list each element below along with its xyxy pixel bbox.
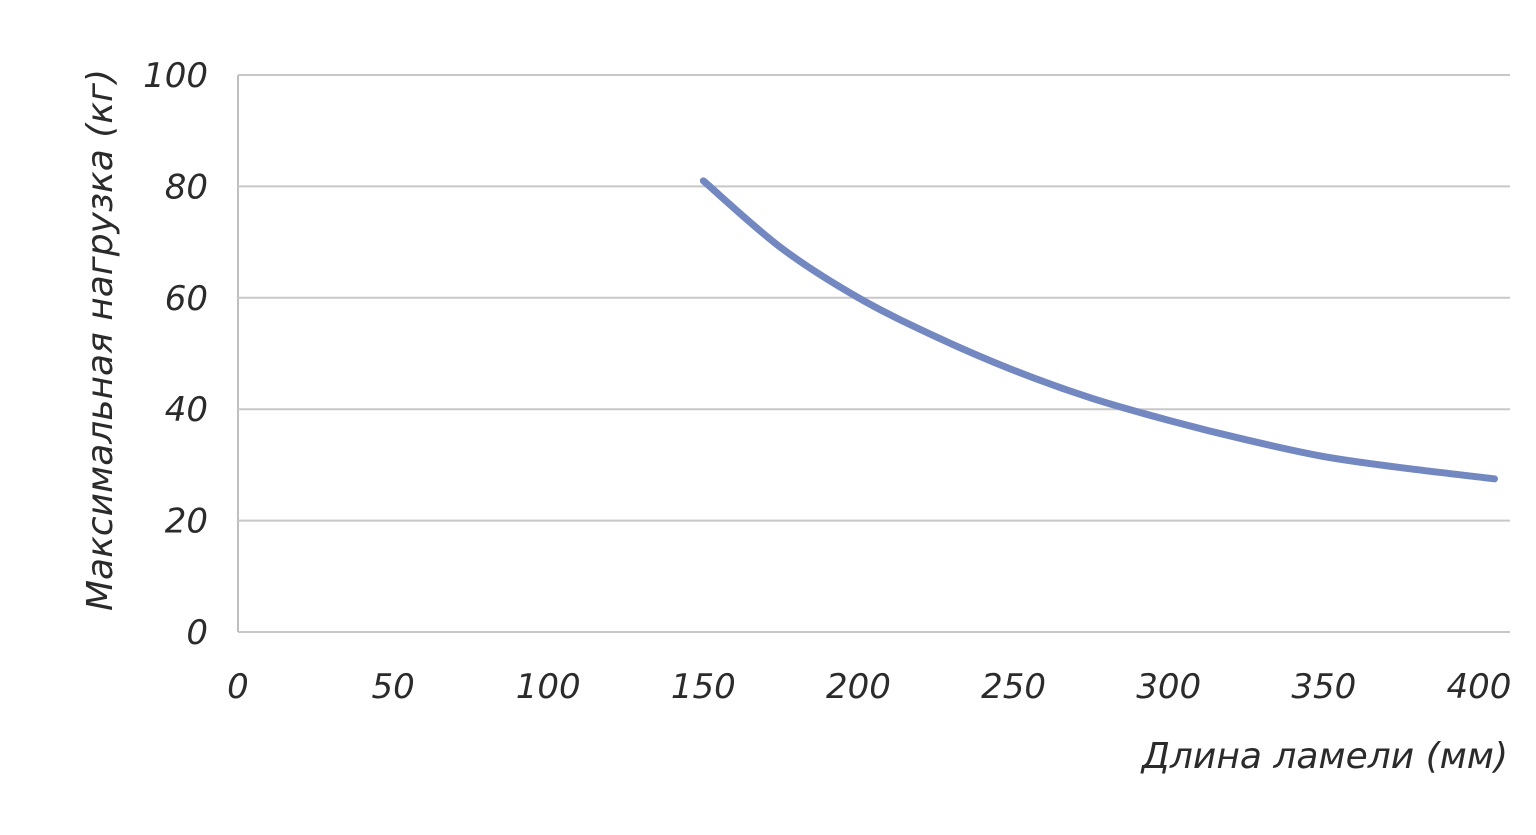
y-axis-title: Максимальная нагрузка (кг) [80, 69, 121, 611]
x-tick-label: 350 [1291, 667, 1356, 707]
y-tick-label: 40 [165, 390, 208, 430]
x-tick-label: 100 [516, 667, 581, 707]
y-tick-label: 80 [165, 167, 208, 207]
y-tick-label: 20 [165, 502, 208, 542]
y-tick-labels: 0 20 40 60 80 100 [143, 56, 208, 653]
x-tick-label: 400 [1447, 667, 1512, 707]
x-tick-label: 250 [981, 667, 1046, 707]
x-axis-title: Длина ламели (мм) [1140, 736, 1508, 777]
x-tick-label: 200 [826, 667, 891, 707]
y-tick-label: 100 [143, 56, 208, 96]
x-tick-label: 150 [671, 667, 736, 707]
y-tick-label: 0 [186, 613, 208, 653]
x-tick-label: 300 [1136, 667, 1201, 707]
y-tick-label: 60 [165, 279, 208, 319]
series-layer [699, 177, 1498, 483]
x-tick-labels: 0 50 100 150 200 250 300 350 400 [227, 667, 1511, 707]
x-tick-label: 50 [371, 667, 414, 707]
gridlines [237, 74, 1510, 633]
series-line-0 [699, 177, 1498, 483]
x-tick-label: 0 [227, 667, 249, 707]
